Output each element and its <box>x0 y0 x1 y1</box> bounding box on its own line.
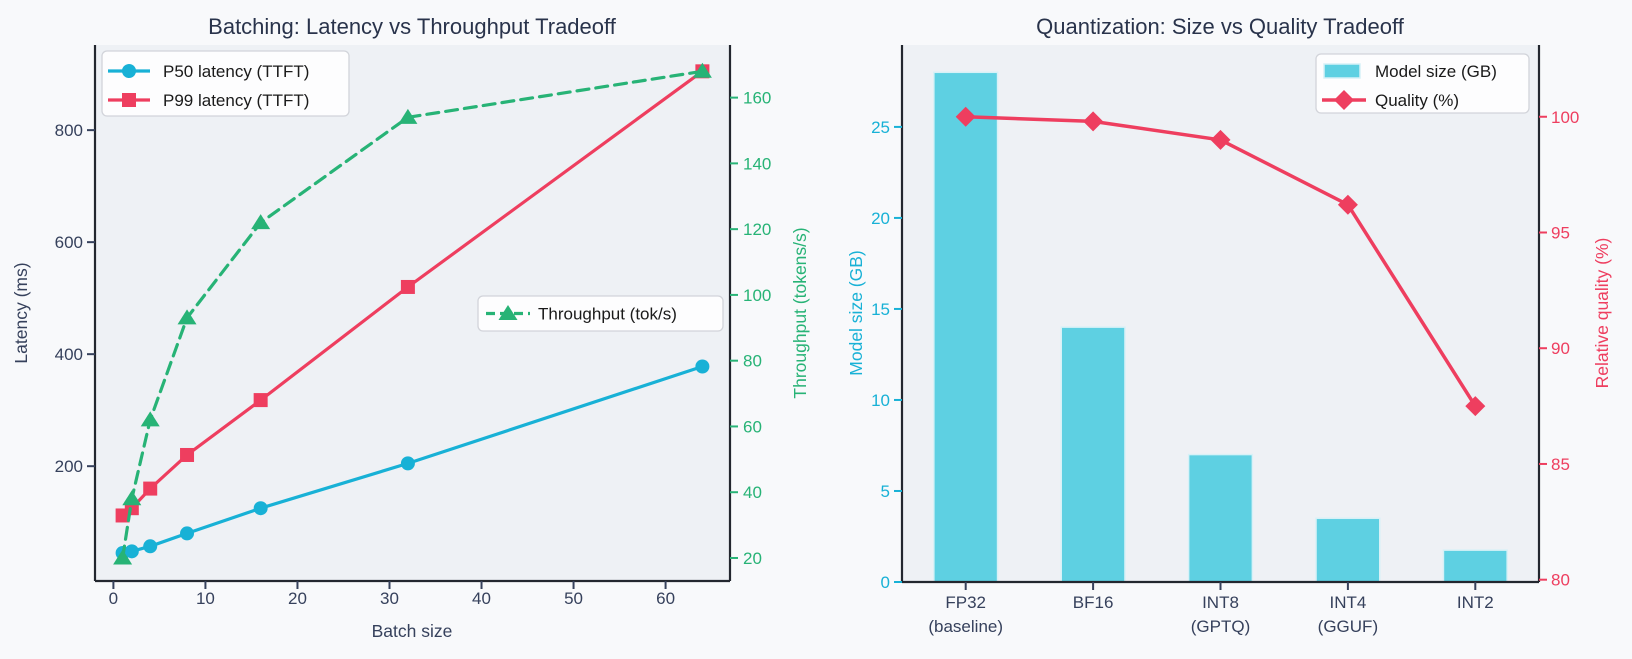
legend-label: Throughput (tok/s) <box>538 305 677 324</box>
x-tick-label: 60 <box>656 589 675 608</box>
y-tick-label-right: 40 <box>743 483 762 502</box>
p99-latency-ttft-marker <box>180 447 195 462</box>
legend-box <box>101 50 350 117</box>
y-tick-label-right: 140 <box>743 154 771 173</box>
y-tick-label-left: 15 <box>871 300 890 319</box>
throughput-tok-s-marker <box>251 214 271 230</box>
p50-latency-ttft-marker <box>400 456 415 471</box>
quality-marker <box>1210 129 1231 150</box>
y-tick-label-right: 100 <box>743 286 771 305</box>
y-tick-label-right: 100 <box>1551 108 1579 127</box>
x-tick-label: 10 <box>196 589 215 608</box>
legend-label: P50 latency (TTFT) <box>163 62 309 81</box>
quantization-chart: FP32 (baseline) BF16 INT8 (GPTQ) INT4 (GGUF) IN… <box>846 14 1612 636</box>
throughput-tok-s-marker <box>122 490 142 506</box>
x-tick-label: 50 <box>564 589 583 608</box>
y-tick-label-right: 160 <box>743 89 771 108</box>
model-size-bar <box>933 71 999 583</box>
throughput-tok-s-marker <box>140 411 160 427</box>
left-x-axis-label: Batch size <box>372 621 453 641</box>
quality-marker <box>1465 396 1486 417</box>
y-tick-label-right: 80 <box>1551 571 1570 590</box>
category-tick-label: INT8 <box>1202 593 1239 612</box>
p50-latency-ttft-marker <box>124 544 139 559</box>
legend-bar-patch-icon <box>1323 63 1361 79</box>
y-tick-label-right: 95 <box>1551 223 1570 242</box>
legend-label: Model size (GB) <box>1375 62 1497 81</box>
x-tick-label: 40 <box>472 589 491 608</box>
y-tick-label-left: 20 <box>871 209 890 228</box>
model-size-bar <box>1315 517 1381 583</box>
legend-triangle-icon <box>498 305 518 320</box>
y-tick-label-left: 5 <box>881 482 890 501</box>
legend-label: P99 latency (TTFT) <box>163 91 309 110</box>
x-tick-label: 30 <box>380 589 399 608</box>
y-tick-label-left: 600 <box>55 233 83 252</box>
category-tick-label: BF16 <box>1073 593 1114 612</box>
throughput-tok-s-marker <box>177 309 197 325</box>
y-tick-label-left: 10 <box>871 391 890 410</box>
y-tick-label-left: 200 <box>55 457 83 476</box>
y-tick-label-right: 60 <box>743 417 762 436</box>
category-tick-label: INT4 <box>1329 593 1366 612</box>
legend-circle-icon <box>122 64 136 78</box>
right-y-axis-label-right: Relative quality (%) <box>1592 238 1612 389</box>
left-y-axis-label: Latency (ms) <box>11 262 31 363</box>
p50-latency-ttft-marker <box>143 539 158 554</box>
left-chart-title: Batching: Latency vs Throughput Tradeoff <box>208 14 617 39</box>
y-tick-label-right: 80 <box>743 352 762 371</box>
y-tick-label-right: 20 <box>743 549 762 568</box>
y-tick-label-left: 800 <box>55 121 83 140</box>
p99-latency-ttft-marker <box>143 481 158 496</box>
legend-diamond-icon <box>1334 90 1354 110</box>
x-tick-label: 20 <box>288 589 307 608</box>
quality-marker <box>1337 194 1358 215</box>
y-tick-label-right: 120 <box>743 220 771 239</box>
legend-box <box>477 295 724 332</box>
p50-latency-ttft-marker <box>253 501 268 516</box>
legend-square-icon <box>122 93 136 107</box>
model-size-bar <box>1442 549 1508 583</box>
y-tick-label-right: 85 <box>1551 455 1570 474</box>
latency-throughput-chart: 0 10 20 30 40 50 60 200 400 600 800 20 40 60 80 100 120 1… <box>11 14 810 641</box>
y-tick-label-left: 25 <box>871 118 890 137</box>
category-tick-label: (GPTQ) <box>1191 617 1251 636</box>
p99-latency-ttft-marker <box>253 393 268 408</box>
legend-box <box>1315 53 1530 114</box>
model-size-bar <box>1187 453 1254 583</box>
throughput-tok-s-marker <box>398 108 418 124</box>
legend-label: Quality (%) <box>1375 91 1459 110</box>
quality-marker <box>955 106 976 127</box>
x-tick-label: 0 <box>109 589 118 608</box>
category-tick-label: FP32 <box>945 593 986 612</box>
right-chart-title: Quantization: Size vs Quality Tradeoff <box>1036 14 1405 39</box>
p99-latency-ttft-marker <box>400 279 415 294</box>
model-size-bar <box>1060 326 1126 583</box>
left-right-y-axis-label: Throughput (tokens/s) <box>790 227 810 398</box>
right-y-axis-label-left: Model size (GB) <box>846 250 866 375</box>
quality-marker <box>1083 111 1104 132</box>
category-tick-label: INT2 <box>1457 593 1494 612</box>
throughput-tok-s-marker <box>692 62 712 78</box>
y-tick-label-left: 0 <box>881 573 890 592</box>
category-tick-label: (GGUF) <box>1318 617 1378 636</box>
p50-latency-ttft-marker <box>695 359 710 374</box>
y-tick-label-right: 90 <box>1551 339 1570 358</box>
p50-latency-ttft-marker <box>180 526 195 541</box>
category-tick-label: (baseline) <box>928 617 1003 636</box>
throughput-tok-s-marker <box>113 549 133 565</box>
y-tick-label-left: 400 <box>55 345 83 364</box>
